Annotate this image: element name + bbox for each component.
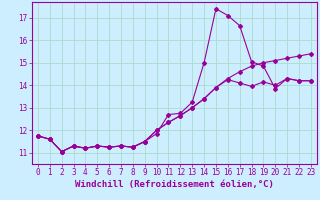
X-axis label: Windchill (Refroidissement éolien,°C): Windchill (Refroidissement éolien,°C) xyxy=(75,180,274,189)
